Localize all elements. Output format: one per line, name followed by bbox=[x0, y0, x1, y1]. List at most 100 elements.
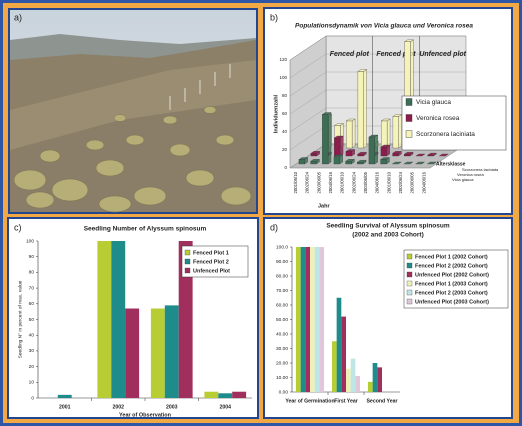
y-tick-label: 100 bbox=[26, 238, 34, 244]
chart-title: Seedling Survival of Alyssum spinosum bbox=[326, 223, 450, 230]
legend-swatch bbox=[407, 281, 412, 286]
y-tick-label: 80 bbox=[282, 93, 288, 98]
chart-subtitle: (2002 and 2003 Cohort) bbox=[352, 232, 424, 239]
bar bbox=[334, 157, 340, 164]
legend-swatch bbox=[407, 263, 412, 268]
legend-label: Fenced Plot 2 (2003 Cohort) bbox=[415, 290, 488, 296]
y-tick-label: 0.00 bbox=[279, 389, 289, 395]
bar bbox=[341, 317, 346, 392]
y-tick-label: 10 bbox=[29, 380, 35, 386]
y-tick-label: 100 bbox=[279, 75, 287, 80]
bar bbox=[393, 117, 399, 149]
x-tick-label: 2003 bbox=[166, 404, 178, 410]
panel-label: b) bbox=[270, 12, 278, 22]
legend-swatch bbox=[407, 272, 412, 277]
bar bbox=[346, 161, 352, 164]
bar bbox=[368, 382, 373, 392]
bar-side bbox=[340, 136, 343, 156]
bar bbox=[165, 305, 179, 398]
x-tick-label: 2002 bbox=[112, 404, 124, 410]
y-tick-label: 90.00 bbox=[276, 259, 288, 265]
bar bbox=[299, 160, 305, 165]
y-tick-label: 20 bbox=[29, 364, 35, 370]
y-tick-label: 10.00 bbox=[276, 375, 288, 381]
bar bbox=[381, 147, 387, 156]
y-tick-label: 120 bbox=[279, 57, 287, 62]
bar bbox=[125, 309, 139, 398]
y-tick-label: 80.00 bbox=[276, 273, 288, 279]
x-tick-label: First Year bbox=[334, 398, 358, 404]
bar bbox=[381, 121, 387, 148]
bar bbox=[218, 393, 232, 398]
legend-swatch bbox=[406, 115, 412, 122]
bar bbox=[310, 247, 315, 392]
legend-label: Unfenced Plot bbox=[193, 268, 230, 274]
legend-swatch bbox=[406, 131, 412, 138]
x-tick-label: 2004/06/16 bbox=[328, 171, 333, 193]
x-tick-label: 2001/06/10 bbox=[293, 171, 298, 193]
bar bbox=[334, 138, 340, 156]
x-tick-label: Year of Germination bbox=[285, 398, 334, 404]
y-tick-label: 90 bbox=[29, 254, 35, 260]
x-tick-label: 2004/06/16 bbox=[375, 171, 380, 193]
y-tick-label: 20 bbox=[282, 147, 288, 152]
group-annotation: Unfenced plot bbox=[419, 51, 466, 58]
y-tick-label: 70.00 bbox=[276, 288, 288, 294]
y-tick-label: 40 bbox=[282, 129, 288, 134]
legend-label: Fenced Plot 2 (2002 Cohort) bbox=[415, 263, 488, 269]
bar bbox=[301, 247, 306, 392]
bar bbox=[232, 392, 246, 398]
legend-label: Fenced Plot 1 (2003 Cohort) bbox=[415, 281, 488, 287]
y-axis-label: Seedling N° in percent of max. value bbox=[17, 280, 23, 358]
x-tick-label: 2003/06/05 bbox=[363, 171, 368, 193]
bar bbox=[332, 341, 337, 392]
bar bbox=[346, 152, 352, 157]
y-tick-label: 80 bbox=[29, 270, 35, 276]
y-tick-label: 50.00 bbox=[276, 317, 288, 323]
chart-title: Populationsdynamik von Vicia glauca und … bbox=[295, 23, 473, 30]
x-tick-label: 2004/06/16 bbox=[421, 171, 426, 193]
x-tick-label: 2002/06/24 bbox=[398, 171, 403, 193]
bar bbox=[357, 162, 363, 164]
bar bbox=[319, 247, 324, 392]
bar bbox=[381, 160, 387, 165]
bar bbox=[393, 153, 399, 156]
bar bbox=[377, 367, 382, 392]
legend-label: Fenced Plot 1 (2002 Cohort) bbox=[415, 254, 488, 260]
bar bbox=[311, 153, 317, 156]
bar bbox=[428, 155, 434, 156]
bar bbox=[351, 359, 356, 392]
y-tick-label: 20.00 bbox=[276, 360, 288, 366]
bar bbox=[311, 161, 317, 164]
bar bbox=[346, 369, 351, 392]
legend-swatch bbox=[406, 99, 412, 106]
group-annotation: Fenced plot bbox=[330, 51, 370, 58]
bar bbox=[305, 247, 310, 392]
panel-label: a) bbox=[14, 12, 22, 22]
y-tick-label: 70 bbox=[29, 285, 35, 291]
legend-label: Fenced Plot 1 bbox=[193, 250, 229, 256]
x-tick-label: 2001 bbox=[59, 404, 71, 410]
bar bbox=[373, 363, 378, 392]
legend-label: Veronica rosea bbox=[416, 115, 460, 122]
y-tick-label: 60.00 bbox=[276, 302, 288, 308]
bar-side bbox=[375, 135, 378, 164]
y-tick-label: 100.0 bbox=[276, 244, 288, 250]
x-axis-label: Year of Observation bbox=[119, 412, 172, 418]
legend-label: Fenced Plot 2 bbox=[193, 259, 229, 265]
legend-label: Unfenced Plot (2003 Cohort) bbox=[415, 299, 489, 305]
bar bbox=[204, 392, 218, 398]
bar bbox=[355, 376, 360, 392]
y-tick-label: 40.00 bbox=[276, 331, 288, 337]
legend-swatch bbox=[185, 259, 190, 264]
bar bbox=[369, 137, 375, 164]
bar bbox=[296, 247, 301, 392]
bar bbox=[97, 241, 111, 398]
legend-swatch bbox=[407, 299, 412, 304]
bar-side bbox=[399, 115, 402, 149]
y-tick-label: 0 bbox=[31, 395, 34, 401]
x-tick-label: 2004 bbox=[219, 404, 231, 410]
x-tick-label: 2002/06/24 bbox=[305, 171, 310, 193]
bar bbox=[358, 154, 364, 156]
x-tick-label: 2003/06/05 bbox=[316, 171, 321, 193]
